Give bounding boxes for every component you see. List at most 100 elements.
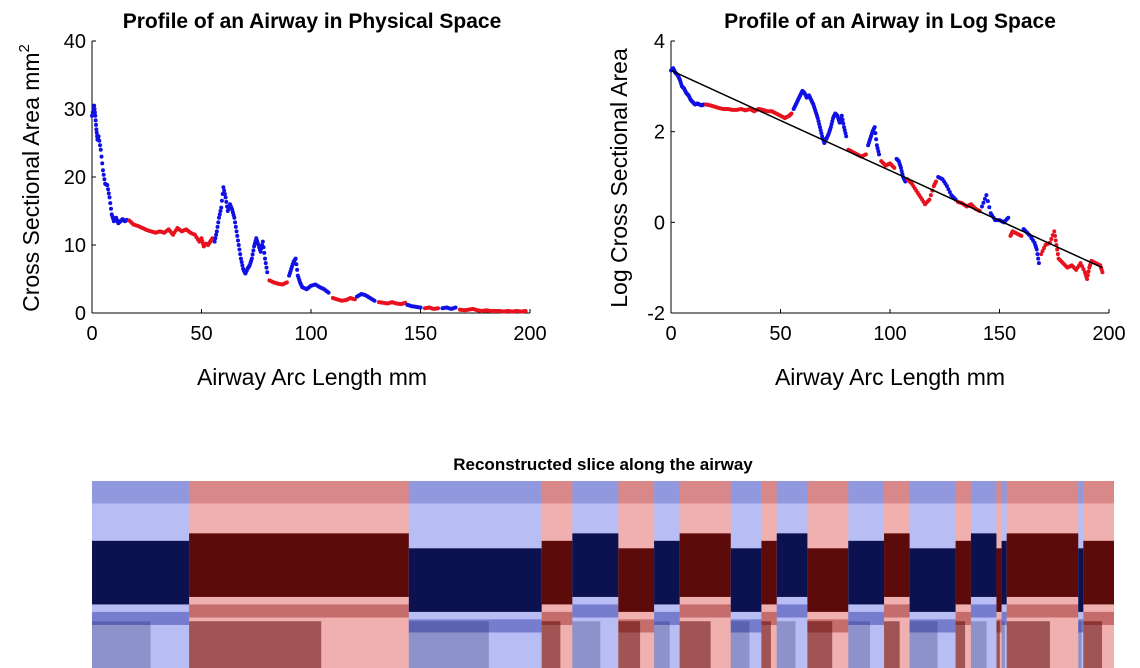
data-point	[93, 113, 98, 118]
data-point	[240, 263, 245, 268]
slice-band	[776, 481, 808, 668]
x-tick-label: 100	[294, 323, 327, 345]
data-point	[840, 117, 845, 122]
data-point	[215, 224, 220, 229]
data-point	[294, 262, 299, 267]
data-point	[94, 130, 99, 135]
data-point	[944, 184, 949, 189]
data-point	[1006, 215, 1011, 220]
x-tick-label: 0	[86, 323, 97, 345]
y-axis-label: Cross Sectional Area mm2	[16, 44, 44, 312]
y-tick-label: 30	[64, 99, 86, 121]
data-point	[210, 236, 215, 241]
slice-band	[1078, 481, 1084, 668]
data-point	[981, 200, 986, 205]
y-tick-label: -2	[647, 303, 665, 325]
data-point	[1040, 249, 1045, 254]
data-point	[265, 270, 270, 275]
data-point	[100, 168, 105, 173]
data-point	[928, 193, 933, 198]
data-point	[234, 229, 239, 234]
slice-band	[996, 481, 1003, 668]
y-axis-label: Log Cross Sectional Area	[606, 48, 632, 308]
data-point	[875, 146, 880, 151]
data-point	[236, 238, 240, 243]
data-point	[898, 165, 903, 170]
chart-title: Profile of an Airway in Physical Space	[123, 10, 502, 33]
data-point	[1085, 277, 1090, 281]
slice-band	[1001, 481, 1008, 668]
data-point	[219, 198, 224, 203]
data-point	[98, 143, 103, 148]
data-point	[863, 152, 868, 157]
data-point	[233, 220, 238, 225]
data-point	[263, 256, 268, 261]
data-point	[1049, 236, 1054, 241]
data-point	[94, 122, 99, 127]
data-point	[107, 195, 112, 200]
data-point	[101, 172, 106, 177]
slice-band	[848, 481, 885, 668]
data-point	[106, 191, 111, 196]
data-point	[1052, 233, 1057, 238]
data-point	[872, 125, 877, 130]
data-point	[102, 177, 107, 182]
x-tick-label: 50	[769, 323, 791, 345]
data-point	[815, 116, 820, 121]
data-point	[876, 149, 881, 154]
data-point	[96, 134, 101, 139]
y-tick-label: 10	[64, 235, 86, 257]
slice-band	[679, 481, 732, 668]
data-point	[251, 248, 256, 253]
data-point	[261, 245, 266, 250]
data-point	[106, 187, 111, 192]
slice-band	[884, 481, 911, 668]
y-tick-label: 2	[654, 122, 665, 144]
reconstructed-slice: Reconstructed slice along the airway	[92, 455, 1114, 668]
data-point	[819, 131, 824, 136]
data-point	[830, 119, 835, 124]
data-point	[979, 204, 984, 209]
data-point	[816, 119, 821, 124]
physical-space-chart: Profile of an Airway in Physical Space C…	[16, 10, 547, 390]
data-point	[326, 290, 331, 295]
data-point	[418, 305, 423, 310]
data-point	[93, 118, 98, 123]
data-point	[92, 107, 97, 111]
data-point	[212, 239, 217, 244]
data-point	[222, 192, 227, 196]
data-point	[1034, 247, 1039, 252]
data-point	[293, 256, 298, 261]
y-tick-label: 0	[75, 303, 86, 325]
data-point	[238, 256, 243, 261]
data-point	[217, 215, 222, 220]
data-point	[214, 229, 219, 234]
x-tick-label: 0	[665, 323, 676, 345]
data-point	[262, 250, 267, 255]
data-point	[264, 265, 269, 270]
data-point	[1053, 238, 1058, 243]
data-point	[828, 125, 833, 130]
data-point	[238, 252, 243, 257]
data-point	[984, 193, 989, 198]
data-point	[99, 154, 104, 159]
x-axis-label: Airway Arc Length mm	[775, 364, 1005, 390]
data-point	[232, 215, 237, 220]
data-point	[933, 179, 938, 184]
data-point	[295, 267, 300, 272]
data-point	[843, 131, 848, 136]
data-point	[839, 113, 844, 118]
data-point	[1036, 256, 1041, 261]
slice-band	[572, 481, 619, 668]
data-point	[284, 280, 289, 285]
data-point	[221, 185, 226, 190]
data-point	[233, 224, 238, 229]
data-point	[453, 305, 458, 310]
data-point	[873, 131, 878, 136]
data-point	[219, 205, 224, 210]
data-point	[829, 122, 834, 127]
data-point	[1100, 270, 1105, 275]
data-point	[239, 260, 244, 264]
data-point	[877, 152, 882, 157]
data-point	[90, 113, 94, 118]
